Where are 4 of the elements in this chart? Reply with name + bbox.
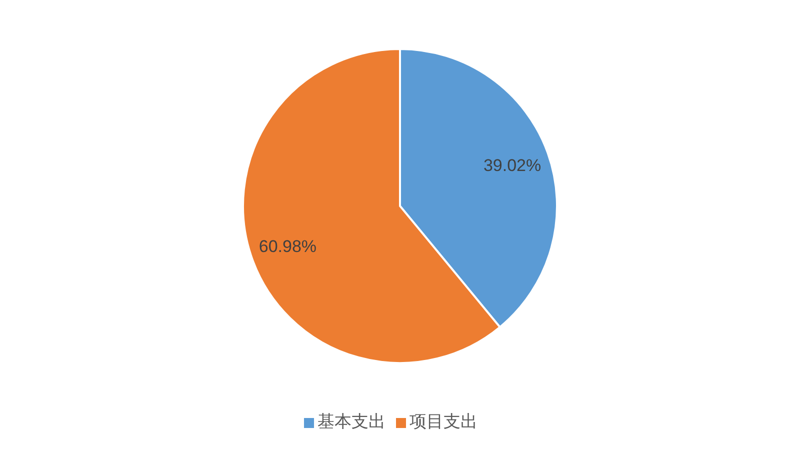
data-label: 39.02%: [483, 156, 542, 176]
data-label: 60.98%: [258, 236, 317, 256]
legend-label: 基本支出: [318, 412, 386, 432]
legend-label: 项目支出: [410, 412, 478, 432]
